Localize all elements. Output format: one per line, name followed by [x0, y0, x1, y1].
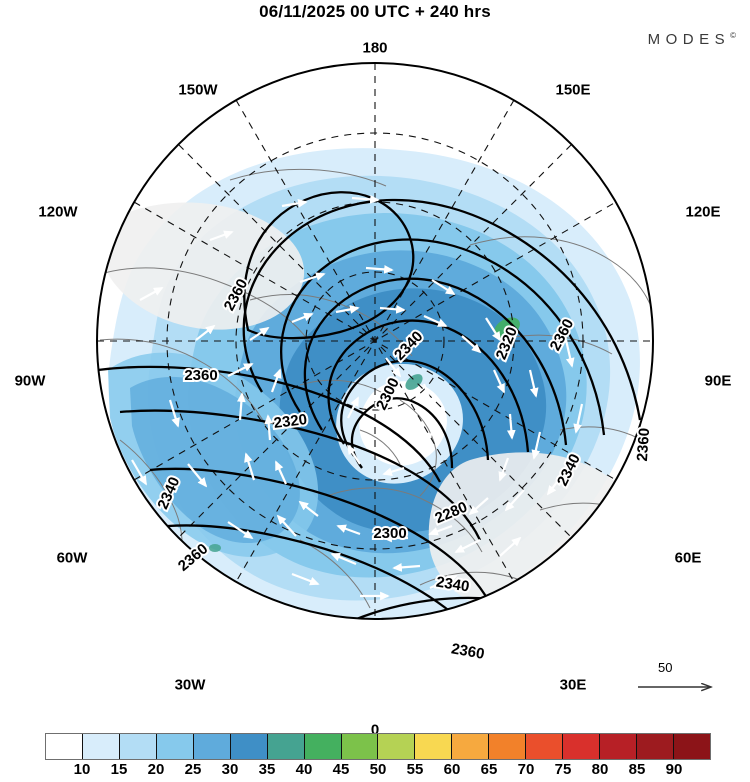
page-title: 06/11/2025 00 UTC + 240 hrs — [259, 2, 491, 21]
colorbar-tick-label: 25 — [184, 761, 202, 778]
lon-90E: 90E — [704, 372, 732, 390]
colorbar-cell[interactable] — [304, 734, 342, 759]
colorbar-cell[interactable] — [452, 734, 490, 759]
colorbar-cell[interactable] — [637, 734, 674, 759]
wind-vector-scale: 50 — [636, 660, 740, 706]
wind-scale-arrow-icon — [638, 678, 740, 708]
colorbar-tick-label: 55 — [406, 761, 424, 778]
modes-logo: MODES© — [648, 31, 736, 48]
colorbar-cell[interactable] — [600, 734, 637, 759]
contour-label: 2300 — [373, 525, 406, 542]
lon-150W: 150W — [178, 81, 218, 99]
colorbar-tick-label: 65 — [480, 761, 498, 778]
lon-90W: 90W — [14, 372, 46, 390]
lon-120W: 120W — [38, 203, 78, 221]
colorbar-tick-label: 75 — [554, 761, 572, 778]
lon-0: 0 — [370, 721, 380, 739]
colorbar-cell[interactable] — [193, 734, 231, 759]
colorbar-cell[interactable] — [119, 734, 157, 759]
speed-cell-green-3 — [209, 544, 221, 552]
colorbar-cell[interactable] — [673, 734, 710, 759]
polar-map[interactable]: 2360 2360 2320 2340 2320 2360 2300 2360 2340 2340… — [0, 40, 750, 660]
colorbar-cell[interactable] — [46, 734, 83, 759]
lon-150E: 150E — [555, 81, 591, 99]
colorbar-tick-label: 90 — [665, 761, 683, 778]
contour-label: 2360 — [184, 367, 217, 384]
brand-text: MODES — [647, 31, 731, 48]
colorbar-tick-label: 20 — [147, 761, 165, 778]
colorbar[interactable] — [45, 733, 711, 760]
meridian-lines — [97, 63, 653, 619]
colorbar-tick-label: 50 — [369, 761, 387, 778]
wind-scale-label: 50 — [658, 660, 673, 675]
colorbar-tick-label: 60 — [443, 761, 461, 778]
contour-label: 2360 — [450, 640, 486, 660]
lon-180: 180 — [362, 39, 388, 57]
colorbar-cell[interactable] — [563, 734, 601, 759]
colorbar-tick-label: 70 — [517, 761, 535, 778]
globe-outline — [96, 62, 654, 620]
colorbar-tick-label: 15 — [110, 761, 128, 778]
colorbar-tick-label: 35 — [258, 761, 276, 778]
contour-label: 2360 — [634, 427, 653, 461]
lon-60W: 60W — [56, 549, 88, 567]
colorbar-cell[interactable] — [156, 734, 194, 759]
colorbar-cell[interactable] — [230, 734, 268, 759]
colorbar-cell[interactable] — [82, 734, 120, 759]
lon-120E: 120E — [685, 203, 721, 221]
colorbar-cell[interactable] — [378, 734, 416, 759]
colorbar-tick-label: 10 — [73, 761, 91, 778]
colorbar-cell[interactable] — [526, 734, 564, 759]
colorbar-cell[interactable] — [415, 734, 453, 759]
colorbar-cell[interactable] — [267, 734, 305, 759]
lon-30W: 30W — [174, 676, 206, 694]
colorbar-tick-label: 30 — [221, 761, 239, 778]
colorbar-tick-label: 45 — [332, 761, 350, 778]
copyright-icon: © — [730, 31, 736, 40]
lon-30E: 30E — [559, 676, 587, 694]
lon-60E: 60E — [674, 549, 702, 567]
colorbar-tick-label: 85 — [628, 761, 646, 778]
colorbar-tick-label: 80 — [591, 761, 609, 778]
colorbar-tick-label: 40 — [295, 761, 313, 778]
colorbar-cells[interactable] — [45, 733, 711, 760]
speed-cell-green-2 — [405, 374, 423, 390]
height-contours — [97, 191, 642, 619]
colorbar-cell[interactable] — [489, 734, 527, 759]
map-shading-layer — [97, 63, 653, 619]
colorbar-cell[interactable] — [341, 734, 379, 759]
